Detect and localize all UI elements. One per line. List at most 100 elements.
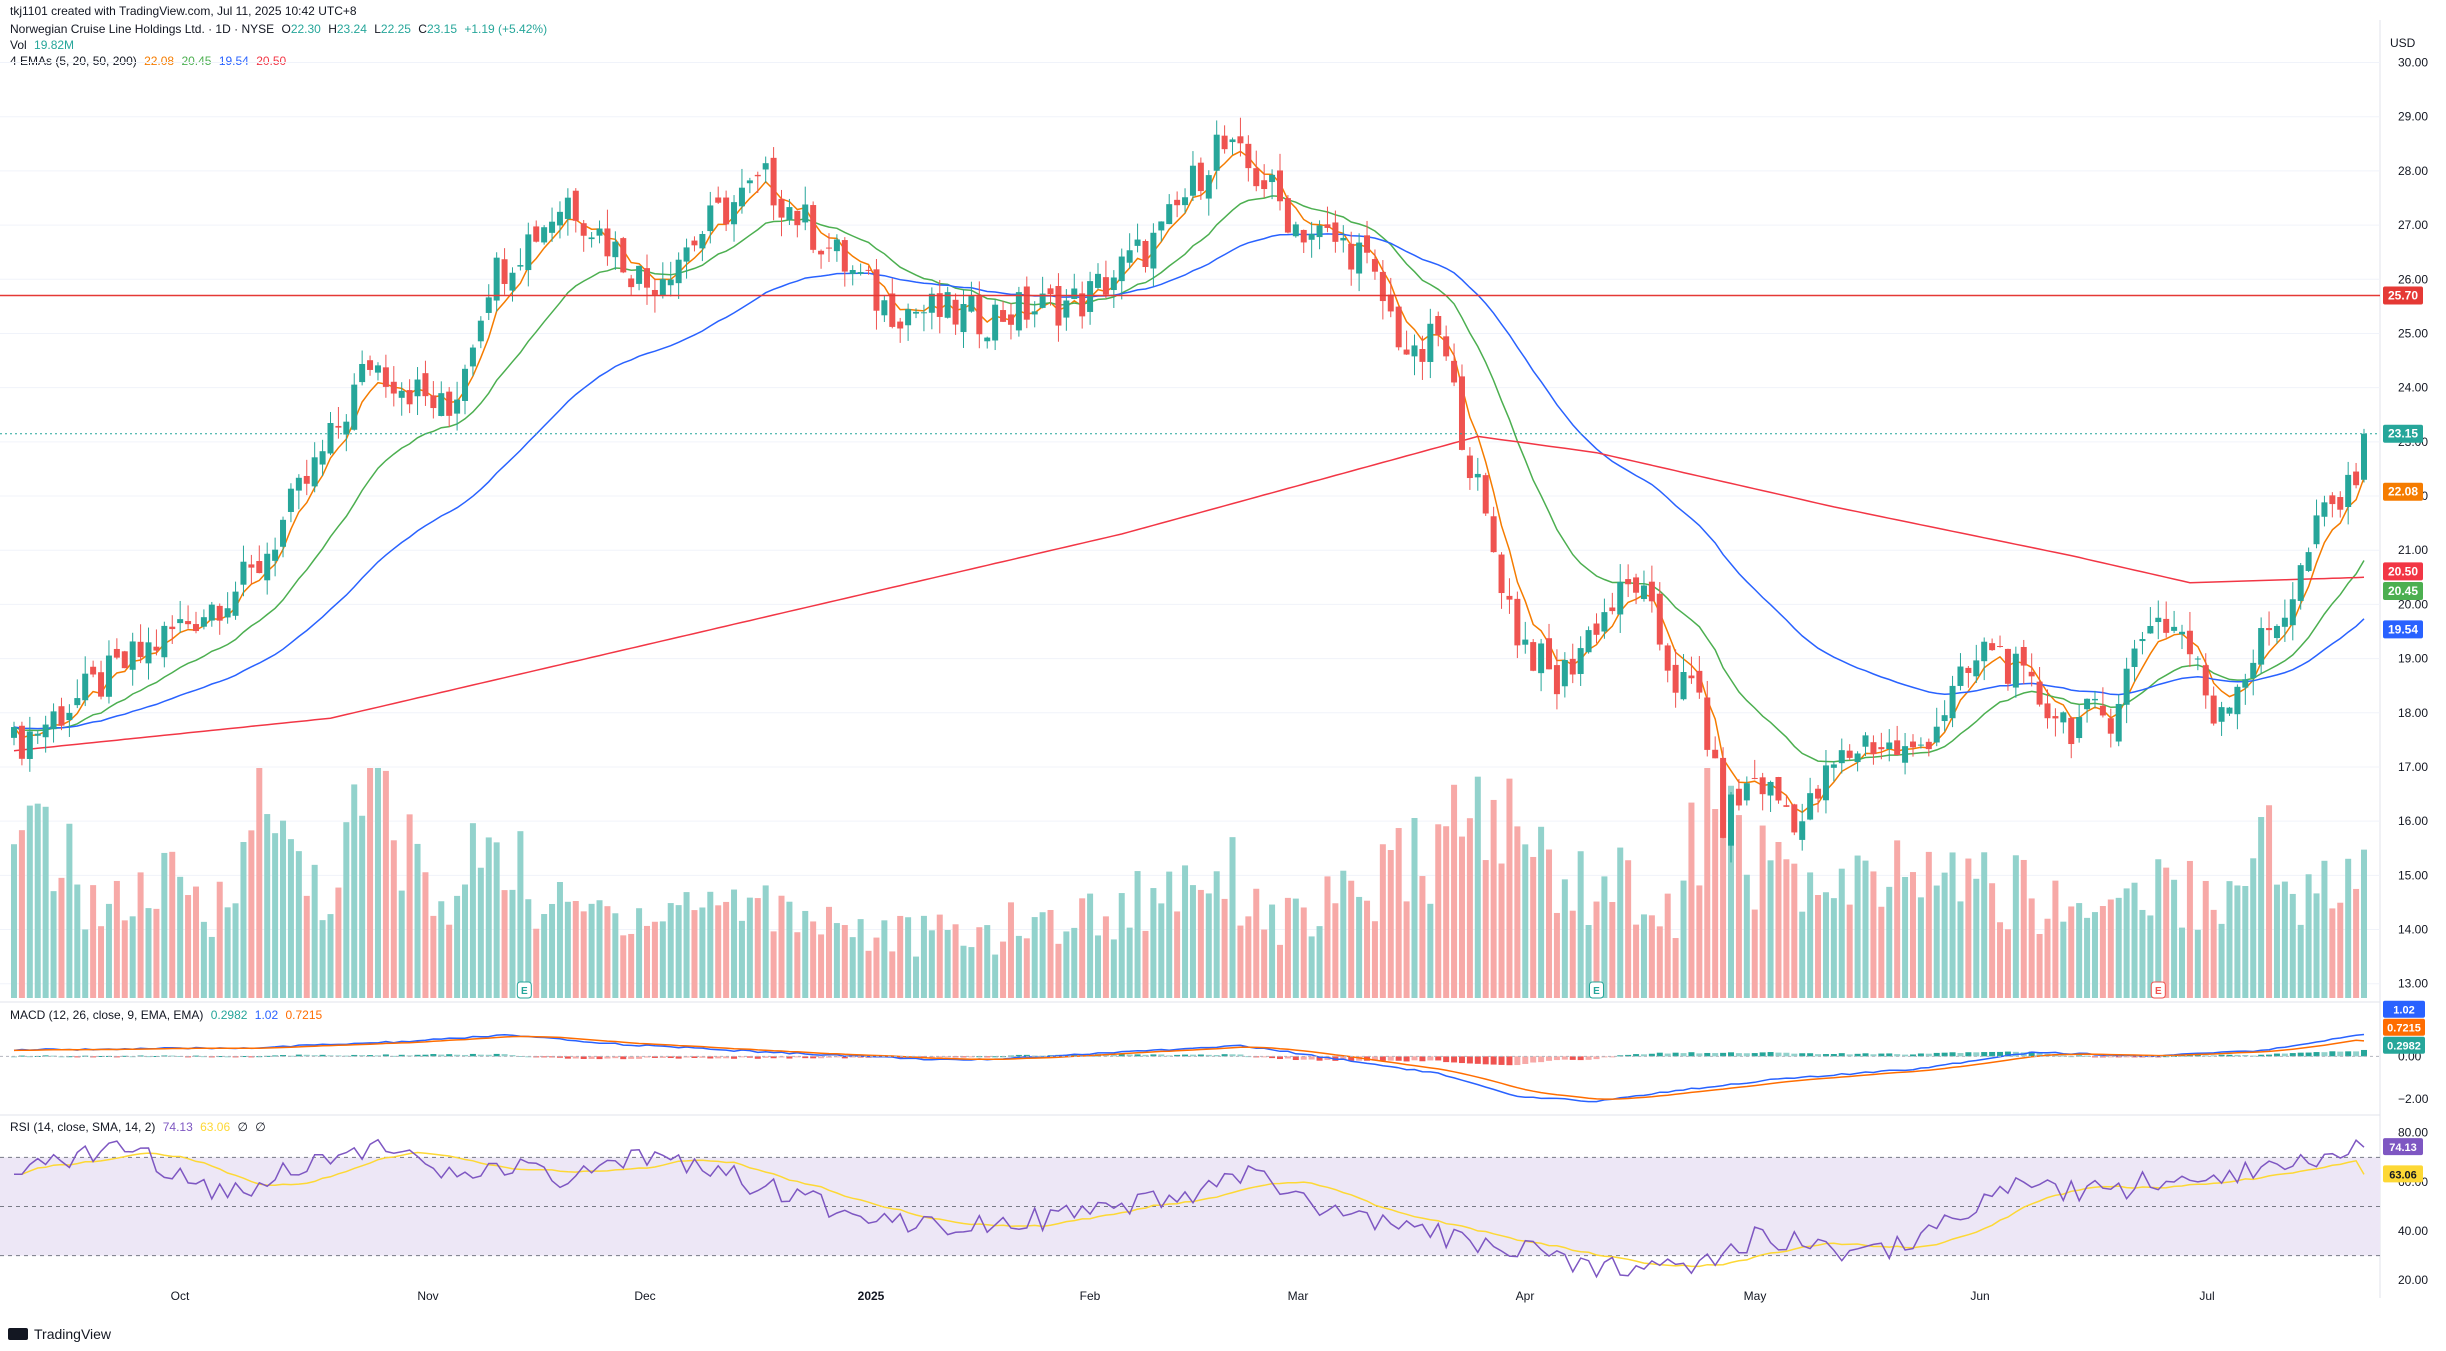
candle-body <box>1308 233 1315 240</box>
high-label: H <box>328 22 337 36</box>
ema-label[interactable]: 4 EMAs (5, 20, 50, 200) <box>10 54 137 68</box>
volume-bar <box>802 910 809 998</box>
macd-histogram-bar <box>1815 1054 1822 1057</box>
macd-histogram-bar <box>2273 1053 2280 1057</box>
candle-body <box>2091 698 2098 701</box>
candle-body <box>18 725 25 759</box>
volume-bar <box>2337 902 2344 998</box>
candle-body <box>264 553 271 581</box>
volume-bar <box>185 895 192 998</box>
candle-body <box>628 278 635 288</box>
macd-histogram-bar <box>1593 1056 1600 1060</box>
candle-body <box>485 297 492 313</box>
price-badge <box>2383 482 2423 501</box>
volume-bar <box>121 920 128 998</box>
macd-histogram-bar <box>2004 1051 2011 1057</box>
ema5-line <box>13 150 2365 814</box>
volume-bar <box>1102 916 1109 998</box>
volume-bar <box>343 822 350 998</box>
macd-histogram-bar <box>857 1056 864 1058</box>
volume-bar <box>485 837 492 998</box>
candle-body <box>778 198 785 218</box>
volume-bar <box>1419 876 1426 998</box>
creator-credit: tkj1101 created with TradingView.com, Ju… <box>10 4 357 18</box>
volume-bar <box>1095 935 1102 998</box>
candle-body <box>1933 726 1940 743</box>
volume-bar <box>857 919 864 998</box>
volume-bar <box>723 901 730 998</box>
macd-histogram-bar <box>1205 1054 1212 1057</box>
candle-body <box>754 174 761 177</box>
macd-histogram-bar <box>2329 1051 2336 1057</box>
candle-body <box>762 163 769 170</box>
macd-histogram-bar <box>738 1056 745 1058</box>
macd-histogram-bar <box>351 1054 358 1057</box>
volume-bar <box>913 956 920 998</box>
macd-histogram-bar <box>1308 1056 1315 1060</box>
macd-histogram-bar <box>1371 1056 1378 1061</box>
macd-histogram-bar <box>414 1054 421 1057</box>
candle-body <box>723 197 730 225</box>
macd-histogram-bar <box>1189 1054 1196 1057</box>
volume-bar <box>1783 859 1790 998</box>
candle-body <box>2052 716 2059 719</box>
macd-histogram-bar <box>42 1055 49 1057</box>
candle-body <box>295 477 302 491</box>
macd-histogram-bar <box>224 1056 231 1058</box>
macd-histogram-bar <box>715 1056 722 1059</box>
volume-bar <box>1134 871 1141 998</box>
symbol-name[interactable]: Norwegian Cruise Line Holdings Ltd. · 1D… <box>10 22 275 36</box>
candle-body <box>1759 777 1766 795</box>
candle-body <box>1648 581 1655 602</box>
volume-bar <box>556 881 563 998</box>
volume-bar <box>264 814 271 998</box>
volume-bar <box>1110 939 1117 998</box>
candle-body <box>1751 777 1758 779</box>
macd-histogram-bar <box>936 1056 943 1058</box>
macd-histogram-bar <box>367 1055 374 1057</box>
candle-body <box>1815 788 1822 799</box>
candle-body <box>1079 293 1086 317</box>
volume-bar <box>1656 926 1663 998</box>
volume-bar <box>1973 878 1980 998</box>
macd-histogram-bar <box>754 1056 761 1059</box>
volume-bar <box>2115 897 2122 998</box>
macd-histogram-bar <box>731 1056 738 1059</box>
volume-bar <box>984 925 991 998</box>
volume-bar <box>1870 871 1877 998</box>
candle-body <box>382 367 389 387</box>
price-badge <box>2383 582 2423 601</box>
price-tick-label: 20.00 <box>2398 597 2428 611</box>
volume-bar <box>1300 907 1307 998</box>
volume-bar <box>2194 929 2201 998</box>
volume-bar <box>770 931 777 998</box>
macd-badge-label: 0.2982 <box>2387 1041 2421 1053</box>
currency-label[interactable]: USD <box>2390 36 2416 50</box>
macd-histogram-bar <box>2258 1054 2265 1057</box>
macd-histogram-bar <box>477 1054 484 1057</box>
macd-histogram-bar <box>74 1056 81 1058</box>
macd-histogram-bar <box>1799 1053 1806 1057</box>
rsi-label[interactable]: RSI (14, close, SMA, 14, 2) <box>10 1120 156 1134</box>
macd-label[interactable]: MACD (12, 26, close, 9, EMA, EMA) <box>10 1008 204 1022</box>
candle-body <box>1087 281 1094 312</box>
volume-bar <box>2353 888 2360 998</box>
macd-histogram-bar <box>430 1054 437 1057</box>
volume-bar <box>287 839 294 998</box>
candle-body <box>707 205 714 232</box>
macd-tick-label: −2.00 <box>2398 1092 2429 1106</box>
volume-label[interactable]: Vol <box>10 38 27 52</box>
macd-histogram-bar <box>1720 1052 1727 1057</box>
volume-bar <box>588 903 595 998</box>
volume-bar <box>2258 817 2265 998</box>
macd-histogram-bar <box>1838 1053 1845 1057</box>
volume-bar <box>216 881 223 998</box>
volume-bar <box>731 889 738 998</box>
macd-histogram-bar <box>1704 1052 1711 1057</box>
volume-bar <box>596 900 603 998</box>
volume-bar <box>1514 826 1521 998</box>
volume-bar <box>1862 860 1869 998</box>
candle-body <box>683 247 690 262</box>
candle-body <box>549 221 556 233</box>
